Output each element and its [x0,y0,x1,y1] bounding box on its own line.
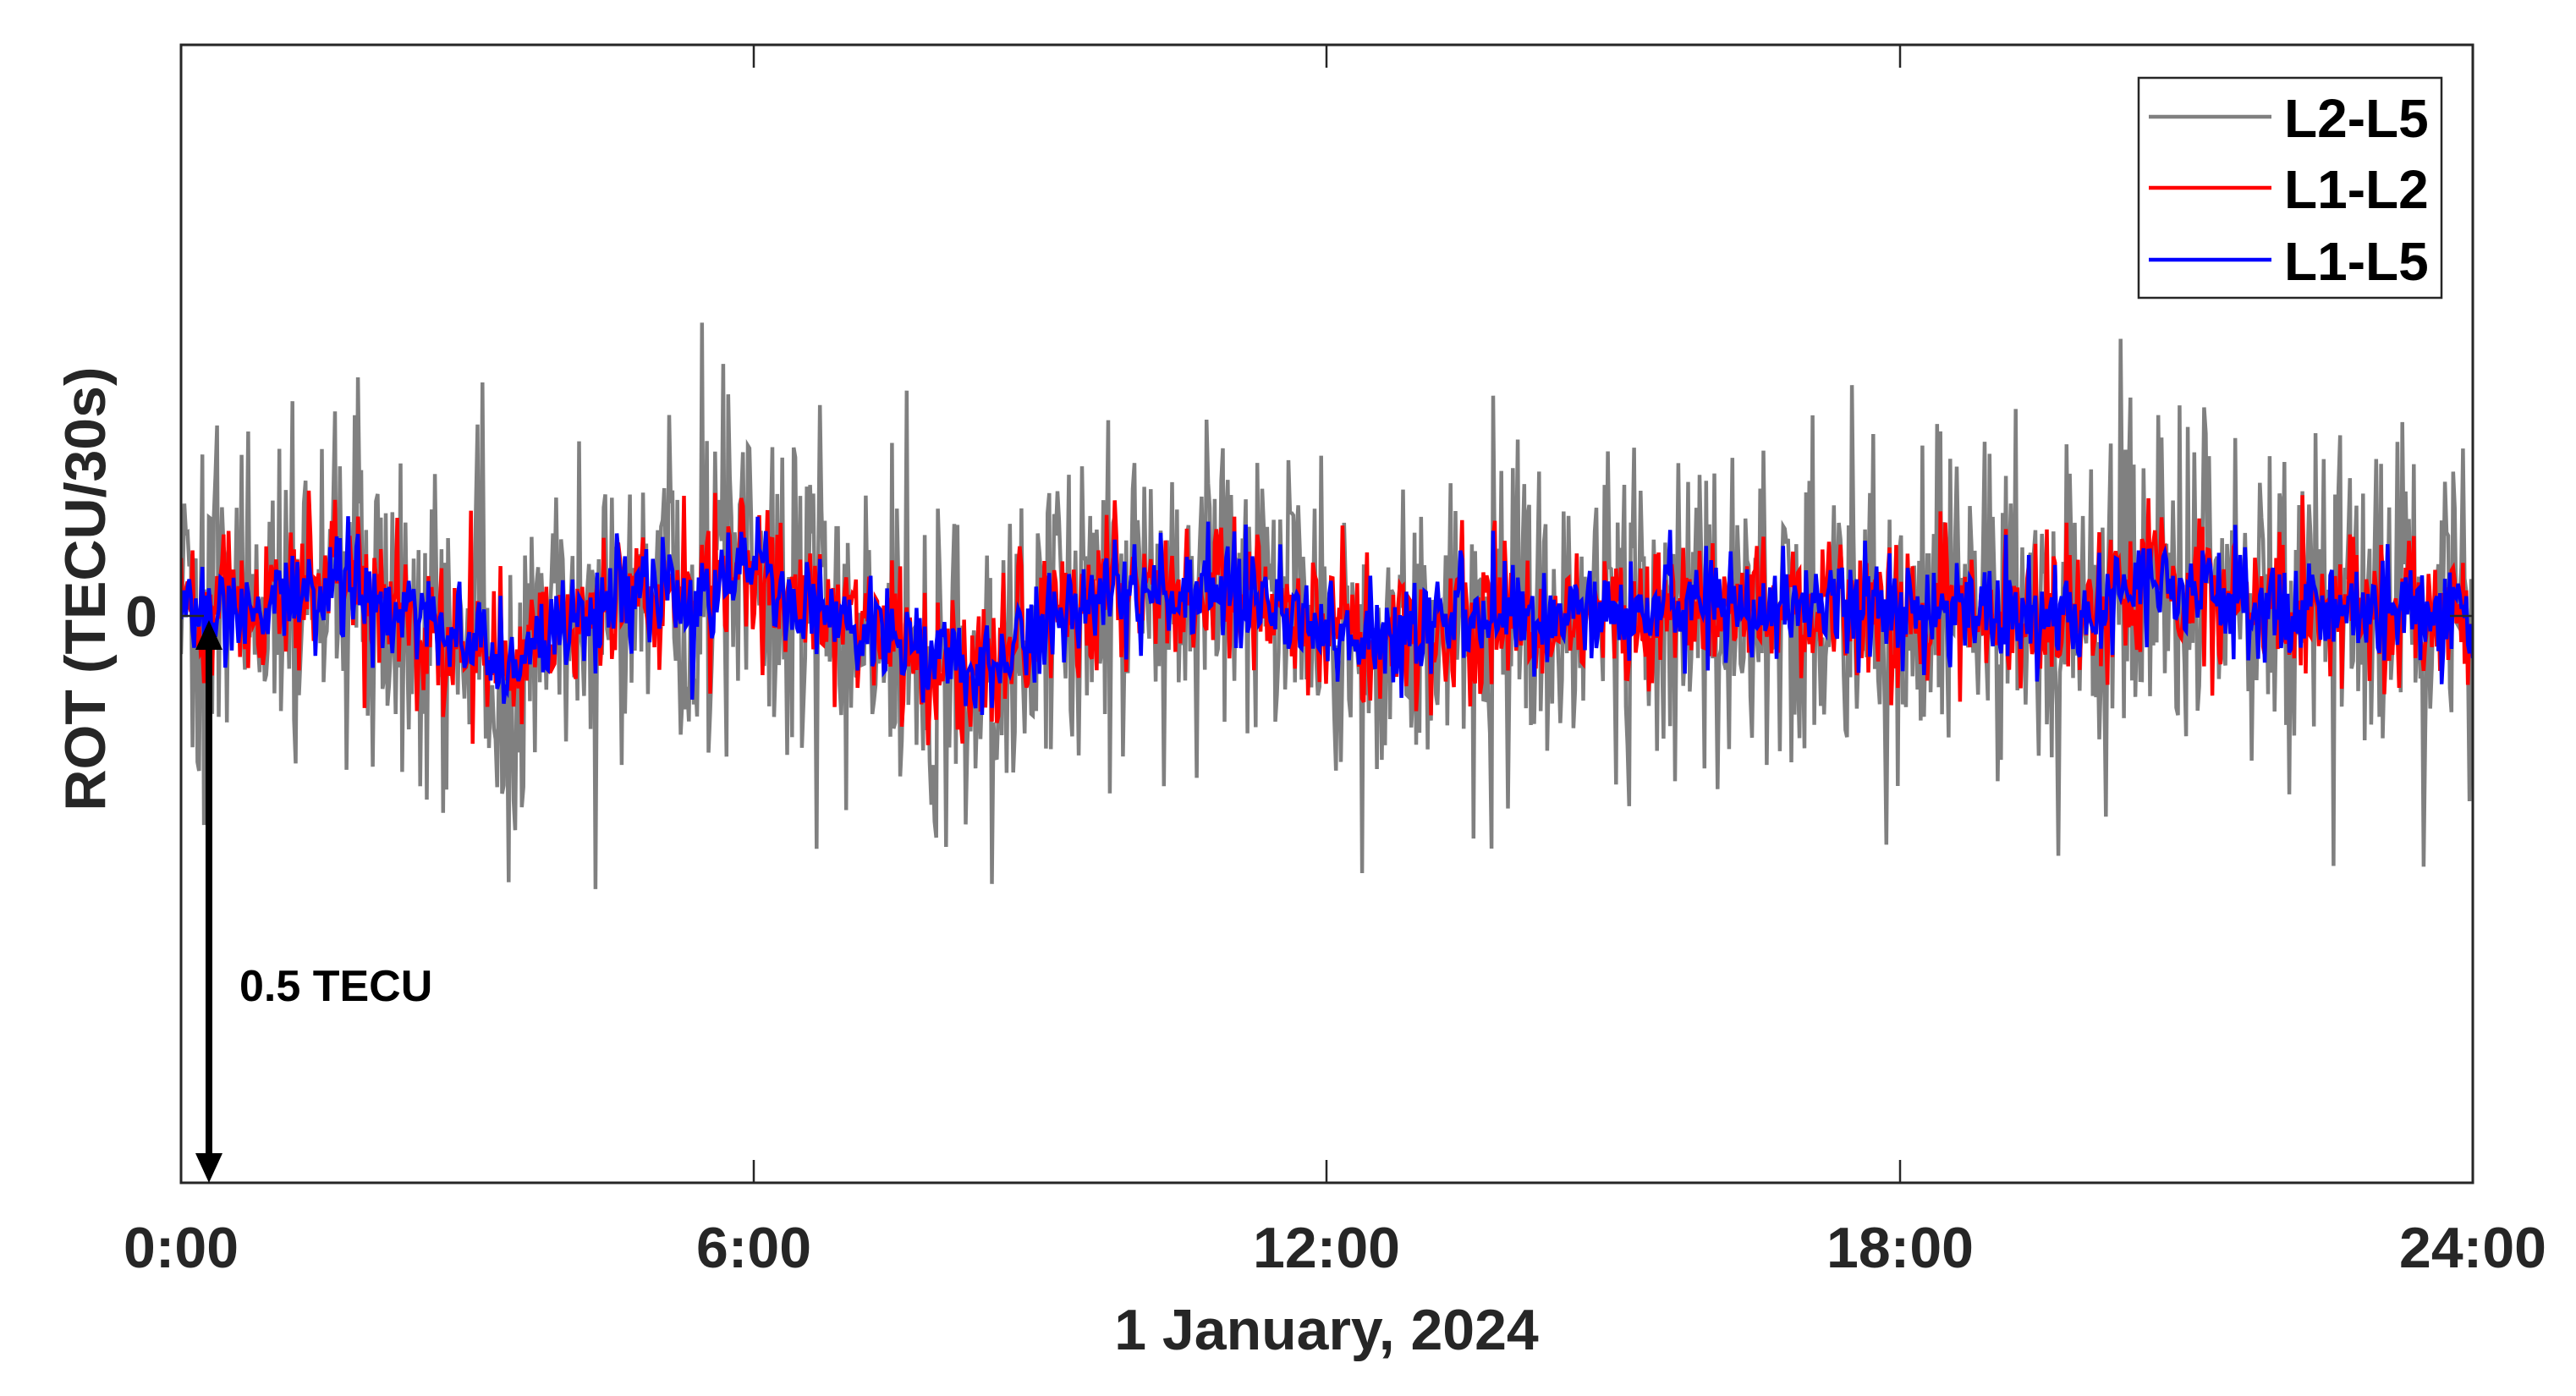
arrow-up-head-icon [195,620,222,650]
legend-item-l1-l2: L1-L2 [2149,159,2429,220]
scale-bar-arrow [195,620,222,1183]
y-tick-label: 0 [125,585,157,649]
series-line-l1-l5 [181,516,2473,716]
x-tick-label: 0:00 [124,1216,239,1280]
plot-area [181,322,2473,889]
legend-item-l1-l5: L1-L5 [2149,231,2429,292]
x-tick-label: 24:00 [2399,1216,2546,1280]
x-axis-ticks [752,45,1902,1183]
legend-label: L1-L5 [2284,231,2429,292]
y-axis-title: ROT (TECU/30s) [53,366,118,811]
x-tick-label: 18:00 [1826,1216,1974,1280]
x-tick-label: 12:00 [1253,1216,1400,1280]
scale-bar-label: 0.5 TECU [239,962,432,1011]
legend-label: L2-L5 [2284,88,2429,149]
legend: L2-L5 L1-L2 L1-L5 [2137,76,2443,300]
x-tick-label: 6:00 [696,1216,811,1280]
legend-label: L1-L2 [2284,159,2429,220]
x-axis-title: 1 January, 2024 [1114,1298,1539,1362]
arrow-down-head-icon [195,1153,222,1183]
legend-item-l2-l5: L2-L5 [2149,88,2429,149]
